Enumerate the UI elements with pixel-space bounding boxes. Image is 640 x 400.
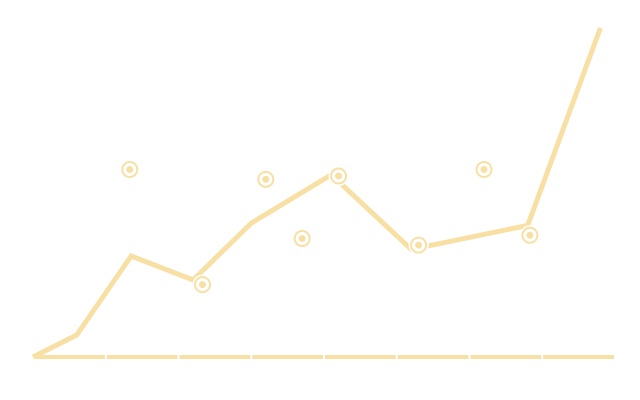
- scatter-point-7: [519, 225, 540, 246]
- scatter-point-dot: [526, 231, 534, 239]
- scatter-point-2: [255, 169, 276, 190]
- scatter-point-dot: [335, 172, 343, 180]
- scatter-points-group: [119, 159, 540, 295]
- x-axis: [32, 354, 616, 360]
- scatter-point-6: [474, 159, 495, 180]
- scatter-point-dot: [298, 235, 306, 243]
- scatter-point-1: [192, 274, 213, 295]
- scatter-point-dot: [199, 281, 207, 289]
- scatter-point-4: [328, 166, 349, 187]
- scatter-point-dot: [262, 175, 270, 183]
- scatter-point-dot: [415, 241, 423, 249]
- scatter-point-3: [292, 228, 313, 249]
- scatter-point-5: [408, 235, 429, 256]
- scatter-point-dot: [126, 165, 134, 173]
- series-line-group: [31, 27, 603, 360]
- series-line: [31, 27, 603, 360]
- scatter-point-dot: [480, 165, 488, 173]
- scatter-point-0: [119, 159, 140, 180]
